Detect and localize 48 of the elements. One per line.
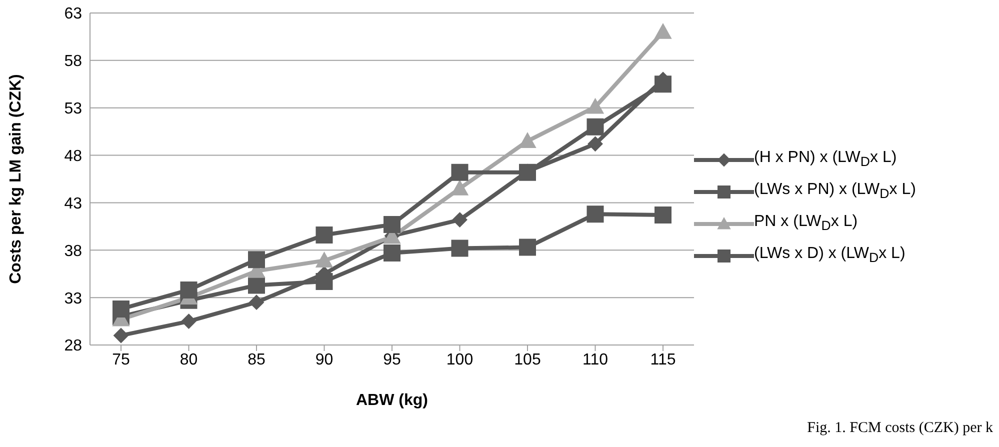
x-tick-label: 115: [650, 351, 676, 368]
y-tick-label: 43: [64, 195, 82, 212]
y-tick-label: 53: [64, 100, 82, 118]
point: [519, 238, 536, 256]
y-axis-title: Costs per kg LM gain (CZK): [8, 74, 25, 284]
point: [519, 132, 536, 148]
point: [181, 314, 196, 329]
point: [316, 272, 333, 290]
point: [586, 206, 604, 223]
point: [249, 294, 264, 310]
y-tick-label: 48: [64, 148, 82, 165]
x-tick-label: 110: [582, 351, 608, 368]
x-tick-label: 105: [514, 351, 541, 368]
legend-label: (H x PN) x (LW$_{D}$x L): [754, 149, 897, 170]
point: [588, 136, 603, 152]
x-tick-label: 85: [248, 351, 266, 368]
point: [384, 216, 400, 234]
x-tick-label: 80: [180, 351, 198, 368]
point: [248, 276, 265, 294]
point: [384, 244, 400, 262]
point: [316, 252, 333, 268]
legend-label: (LWs x D) x (LW$_{D}$x L): [754, 245, 906, 266]
point: [586, 118, 604, 136]
x-axis-title: ABW (kg): [356, 392, 428, 409]
point: [452, 212, 468, 228]
x-tick-label: 95: [383, 351, 401, 368]
y-tick-label: 63: [64, 6, 82, 23]
x-tick-label: 100: [446, 351, 474, 368]
point: [586, 98, 604, 114]
point: [654, 23, 672, 39]
point: [112, 300, 130, 318]
y-tick-label: 33: [64, 290, 82, 308]
legend-label: PN x (LW$_{D}$x L): [754, 213, 858, 234]
point: [451, 164, 468, 181]
point: [180, 281, 198, 298]
legend-label: (LWs x PN) x (LW$_{D}$x L): [754, 181, 916, 202]
y-tick-label: 38: [64, 242, 82, 260]
y-tick-label: 58: [64, 53, 82, 70]
point: [114, 328, 128, 344]
point: [316, 226, 333, 244]
point: [654, 76, 672, 93]
x-tick-label: 75: [112, 351, 130, 368]
point: [248, 251, 265, 268]
point: [654, 206, 672, 224]
point: [451, 240, 468, 257]
x-tick-label: 90: [315, 351, 334, 368]
y-tick-label: 28: [64, 338, 82, 355]
caption: Fig. 1. FCM costs (CZK) per k: [807, 420, 993, 437]
